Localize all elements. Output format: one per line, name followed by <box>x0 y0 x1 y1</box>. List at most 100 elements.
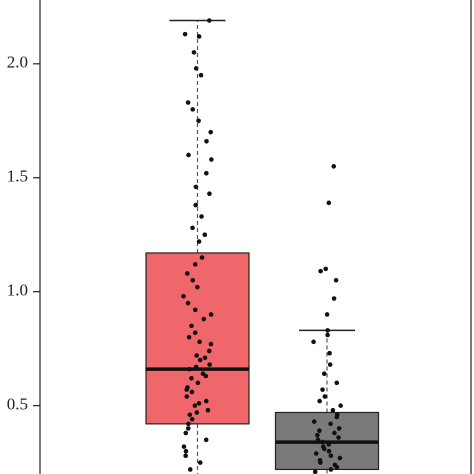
box <box>145 252 250 425</box>
data-point <box>195 284 200 290</box>
data-point <box>207 18 212 23</box>
data-point <box>208 129 214 135</box>
data-point <box>201 316 207 322</box>
data-point <box>311 419 317 424</box>
y-tick-label: 2.0 <box>7 53 28 72</box>
data-point <box>186 152 191 158</box>
data-point <box>203 373 209 379</box>
data-point <box>206 348 212 354</box>
data-point <box>197 357 203 363</box>
data-point <box>189 389 195 395</box>
data-point <box>189 375 194 381</box>
data-point <box>186 421 191 427</box>
data-point <box>192 330 198 336</box>
data-point <box>337 455 343 461</box>
data-point <box>183 453 188 459</box>
data-point <box>331 296 337 301</box>
data-point <box>338 403 343 408</box>
data-point <box>315 432 320 438</box>
data-point <box>324 312 330 317</box>
data-point <box>323 266 329 272</box>
data-point <box>203 437 209 443</box>
data-point <box>202 232 208 238</box>
data-point <box>193 184 199 190</box>
data-point <box>192 403 198 408</box>
data-point <box>334 414 340 420</box>
data-point <box>204 170 209 176</box>
data-point <box>332 430 337 436</box>
data-point <box>185 100 191 105</box>
data-point <box>321 371 327 377</box>
data-point <box>193 66 199 71</box>
data-point <box>208 312 214 317</box>
data-point <box>183 448 189 454</box>
data-point <box>194 353 199 358</box>
data-point <box>181 293 186 299</box>
data-point <box>320 387 325 392</box>
data-point <box>190 277 196 283</box>
data-point <box>204 138 209 144</box>
data-point <box>325 332 330 338</box>
data-point <box>202 355 208 361</box>
data-point <box>183 430 189 436</box>
data-point <box>199 255 205 260</box>
data-point <box>326 448 332 454</box>
data-point <box>327 362 333 367</box>
data-point <box>187 366 192 372</box>
data-point <box>328 421 333 427</box>
data-point <box>327 350 332 356</box>
data-point <box>328 467 334 472</box>
data-point <box>186 334 192 340</box>
data-point <box>318 268 323 274</box>
data-point <box>189 417 195 422</box>
data-point <box>196 118 201 124</box>
data-point <box>192 307 198 313</box>
data-point <box>322 394 328 399</box>
data-point <box>194 410 200 415</box>
data-point <box>195 380 201 386</box>
data-point <box>336 426 342 431</box>
data-point <box>207 362 212 367</box>
data-point <box>182 31 188 37</box>
data-point <box>325 328 330 333</box>
data-point <box>317 398 322 404</box>
data-point <box>196 401 202 406</box>
data-point <box>184 387 190 392</box>
data-point <box>193 202 198 208</box>
data-point <box>317 428 322 434</box>
data-point <box>185 426 191 431</box>
data-point <box>333 277 339 283</box>
data-point <box>198 72 204 78</box>
data-point <box>185 271 190 276</box>
y-tick-label: 1.0 <box>7 281 28 300</box>
data-point <box>331 164 337 169</box>
data-point <box>190 225 195 231</box>
data-point <box>334 380 340 386</box>
data-point <box>312 469 318 474</box>
y-tick-label: 1.5 <box>7 167 28 186</box>
data-point <box>190 107 196 112</box>
plot-frame <box>39 0 472 474</box>
data-point <box>207 191 212 197</box>
data-point <box>187 467 193 472</box>
data-point <box>311 339 316 345</box>
data-point <box>326 442 332 447</box>
data-point <box>203 398 209 404</box>
data-point <box>193 364 199 370</box>
data-point <box>334 464 340 470</box>
data-point <box>199 214 204 219</box>
data-point <box>328 453 334 459</box>
data-point <box>189 323 194 329</box>
data-point <box>330 407 336 413</box>
data-point <box>185 300 191 306</box>
data-point <box>313 451 319 456</box>
data-point <box>181 444 187 449</box>
data-point <box>184 394 190 399</box>
data-point <box>209 157 214 162</box>
data-point <box>196 34 202 39</box>
data-point <box>205 407 211 413</box>
data-point <box>196 239 202 244</box>
data-point <box>197 339 202 345</box>
data-point <box>208 341 214 347</box>
data-point <box>318 460 323 465</box>
